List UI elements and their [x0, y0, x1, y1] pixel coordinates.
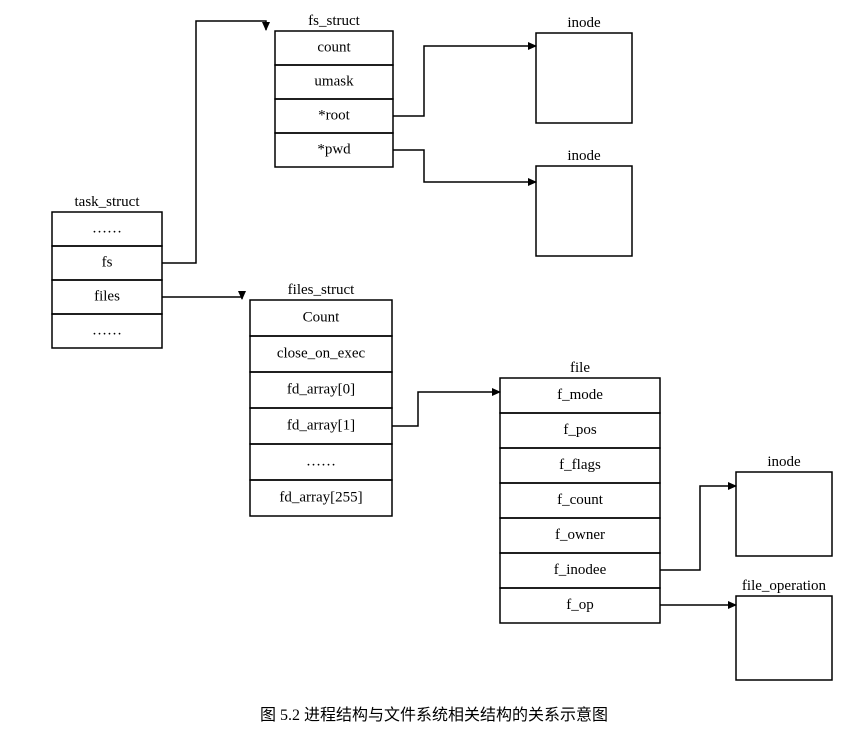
inode1-title: inode — [567, 15, 601, 31]
fs_struct-field-3: *pwd — [317, 141, 351, 157]
files_struct-field-4: …… — [306, 453, 336, 469]
file-field-1: f_pos — [563, 422, 596, 438]
task_struct-field-3: …… — [92, 322, 122, 338]
task_struct-field-2: files — [94, 288, 120, 304]
file-field-5: f_inodee — [554, 562, 607, 578]
file-field-2: f_flags — [559, 457, 601, 473]
inode3-title: inode — [767, 454, 801, 470]
file-field-0: f_mode — [557, 387, 603, 403]
fs_struct-field-0: count — [317, 39, 351, 55]
files_struct-field-1: close_on_exec — [277, 345, 366, 361]
files_struct-title: files_struct — [288, 282, 355, 298]
task_struct-field-1: fs — [102, 254, 113, 270]
files_struct-field-0: Count — [303, 309, 341, 325]
files_struct-field-5: fd_array[255] — [279, 489, 362, 505]
fs_struct-field-2: *root — [318, 107, 350, 123]
task_struct-field-0: …… — [92, 220, 122, 236]
fs_struct-field-1: umask — [314, 73, 354, 89]
inode2-title: inode — [567, 148, 601, 164]
files_struct-field-3: fd_array[1] — [287, 417, 355, 433]
files_struct-field-2: fd_array[0] — [287, 381, 355, 397]
figure-caption: 图 5.2 进程结构与文件系统相关结构的关系示意图 — [260, 705, 608, 724]
file-field-4: f_owner — [555, 527, 605, 543]
fs_struct-title: fs_struct — [308, 13, 360, 29]
task_struct-title: task_struct — [75, 194, 141, 210]
file_op-title: file_operation — [742, 578, 827, 594]
file-field-3: f_count — [557, 492, 604, 508]
file-field-6: f_op — [566, 597, 594, 613]
file-title: file — [570, 360, 590, 376]
